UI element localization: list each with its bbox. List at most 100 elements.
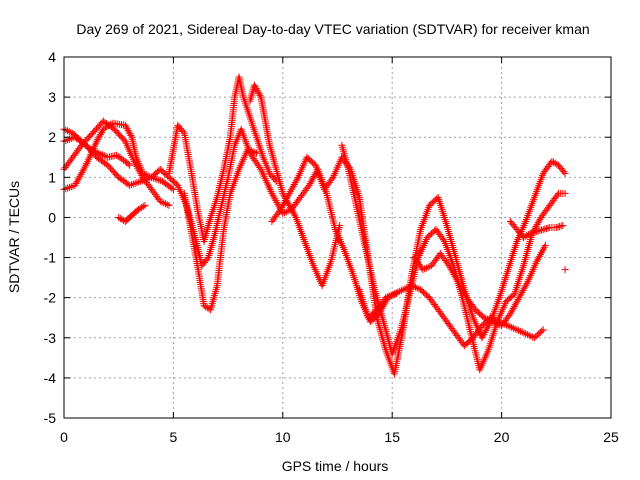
data-point [397, 286, 405, 294]
data-point [62, 185, 70, 193]
data-point [510, 303, 518, 311]
data-point [308, 176, 316, 184]
data-point [310, 172, 318, 180]
data-point [408, 282, 416, 290]
data-point [130, 157, 138, 165]
data-point [411, 283, 419, 291]
x-axis-label: GPS time / hours [282, 458, 389, 474]
data-point [542, 224, 550, 232]
data-point [149, 174, 157, 182]
data-point [533, 258, 541, 266]
data-point [168, 184, 176, 192]
data-point [155, 176, 163, 184]
data-point [534, 256, 542, 264]
data-point [80, 165, 88, 173]
series-track-12 [410, 242, 549, 330]
data-point [424, 263, 432, 271]
data-point [282, 195, 290, 203]
data-point [523, 331, 531, 339]
data-point [256, 164, 264, 172]
data-point [292, 177, 300, 185]
data-point [539, 245, 547, 253]
data-point [153, 175, 161, 183]
data-point [280, 200, 288, 208]
data-point [65, 128, 73, 136]
data-point [529, 333, 537, 341]
data-point [272, 197, 280, 205]
data-point [254, 162, 262, 170]
data-point [277, 205, 285, 213]
data-point [518, 328, 526, 336]
data-point [73, 178, 81, 186]
data-point [514, 295, 522, 303]
series-track-7 [180, 145, 261, 314]
data-point [492, 319, 500, 327]
data-point [140, 176, 148, 184]
data-point [509, 304, 517, 312]
data-point [524, 230, 532, 238]
data-point [328, 175, 336, 183]
data-point [522, 330, 530, 338]
data-point [452, 274, 460, 282]
data-point [126, 161, 134, 169]
data-point [505, 311, 513, 319]
data-point [311, 171, 319, 179]
data-point [536, 250, 544, 258]
data-point [404, 283, 412, 291]
data-point [522, 281, 530, 289]
data-point [446, 263, 454, 271]
y-tick-label: 0 [48, 209, 56, 225]
y-tick-label: 3 [48, 89, 56, 105]
data-point [459, 287, 467, 295]
data-point [559, 221, 567, 229]
data-point [487, 317, 495, 325]
data-point [536, 226, 544, 234]
data-point [244, 145, 252, 153]
data-point [456, 281, 464, 289]
data-point [387, 291, 395, 299]
data-point [556, 222, 564, 230]
data-point [399, 286, 407, 294]
data-point [385, 292, 393, 300]
data-point [508, 323, 516, 331]
data-point [127, 132, 135, 140]
axis-ticks: 0 5 10 15 20 25 -5 -4 -3 -2 -1 0 1 2 3 4 [44, 49, 619, 445]
plot-frame [63, 56, 612, 419]
data-point [531, 228, 539, 236]
data-point [540, 243, 548, 251]
data-point [482, 315, 490, 323]
data-point [396, 287, 404, 295]
data-point [141, 201, 149, 209]
data-point [133, 179, 141, 187]
data-point [133, 163, 141, 171]
data-point [307, 178, 315, 186]
data-point [529, 228, 537, 236]
data-point [526, 229, 534, 237]
data-point [561, 169, 569, 177]
y-tick-label: -4 [44, 370, 57, 386]
data-point [286, 188, 294, 196]
data-point [528, 229, 536, 237]
data-point [76, 172, 84, 180]
data-point [283, 193, 291, 201]
data-point [535, 217, 543, 225]
data-point [513, 326, 521, 334]
data-point [305, 181, 313, 189]
data-point [520, 329, 528, 337]
x-tick-label: 25 [603, 429, 619, 445]
data-point [100, 152, 108, 160]
data-point [289, 182, 297, 190]
data-point [394, 288, 402, 296]
data-point [67, 183, 75, 191]
x-tick-label: 20 [494, 429, 510, 445]
data-point [533, 221, 541, 229]
y-tick-label: -1 [44, 250, 57, 266]
data-point [179, 128, 187, 136]
data-point [293, 175, 301, 183]
data-point [282, 208, 290, 216]
data-point [419, 266, 427, 274]
y-tick-label: -2 [44, 290, 57, 306]
data-point [538, 247, 546, 255]
data-point [519, 287, 527, 295]
data-point [288, 184, 296, 192]
